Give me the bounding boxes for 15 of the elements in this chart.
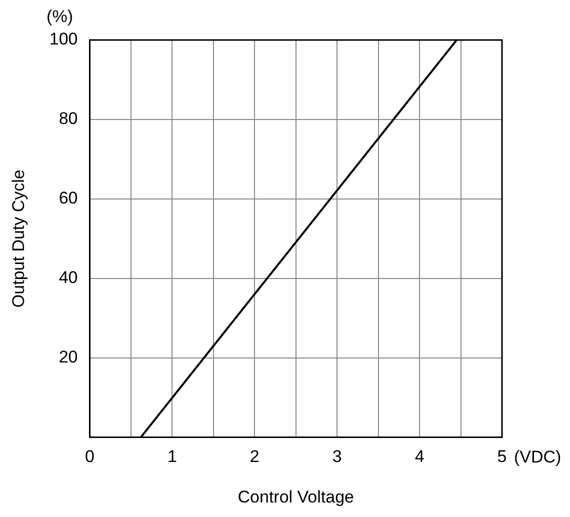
y-tick-label: 60 — [58, 188, 78, 208]
x-tick-label: 4 — [414, 447, 424, 466]
x-tick-label: 5 — [497, 447, 507, 466]
y-axis-title: Output Duty Cycle — [8, 170, 28, 308]
text: (VDC) — [514, 447, 562, 466]
x-tick-label: 1 — [167, 447, 177, 466]
y-tick-label: 80 — [58, 109, 78, 128]
y-tick-label: 40 — [58, 268, 78, 288]
y-tick-label: 20 — [58, 347, 78, 366]
x-axis-title: Control Voltage — [238, 487, 354, 506]
x-tick-label: 2 — [250, 447, 260, 466]
x-tick-label: 0 — [85, 447, 94, 466]
text: (%) — [46, 7, 73, 26]
x-tick-label: 3 — [332, 447, 342, 466]
y-tick-label: 100 — [49, 30, 78, 49]
